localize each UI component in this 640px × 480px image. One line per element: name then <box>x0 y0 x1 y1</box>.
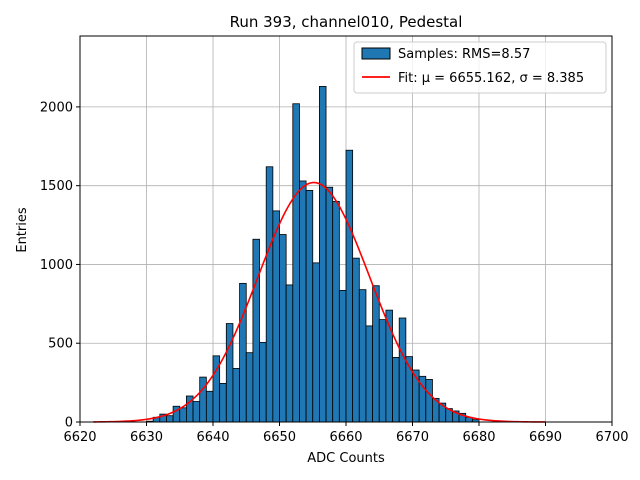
x-tick-label: 6660 <box>329 430 362 445</box>
legend-fit-label: Fit: μ = 6655.162, σ = 8.385 <box>398 71 584 86</box>
y-axis-label: Entries <box>15 207 30 253</box>
y-tick-label: 1000 <box>40 258 73 273</box>
histogram-bar <box>352 257 360 423</box>
histogram-bar <box>305 189 314 423</box>
histogram-bar <box>398 317 407 423</box>
axes: 6620 6630 6640 6650 6660 6670 6680 6690 6700 0 500… <box>40 35 629 445</box>
histogram-bars <box>146 86 480 423</box>
legend: Samples: RMS=8.57 Fit: μ = 6655.162, σ =… <box>353 41 607 94</box>
histogram-bar <box>272 210 280 423</box>
histogram-bar <box>252 238 260 423</box>
histogram-bar <box>332 201 340 423</box>
histogram-bar <box>239 282 247 423</box>
x-tick-label: 6700 <box>595 430 628 445</box>
histogram-bar <box>372 285 380 423</box>
x-tick-label: 6630 <box>130 430 163 445</box>
x-tick-label: 6650 <box>263 430 296 445</box>
histogram-bar <box>219 382 227 423</box>
histogram-bar <box>192 401 201 423</box>
y-tick-label: 0 <box>65 416 73 431</box>
histogram-bar <box>279 234 287 423</box>
histogram-bar <box>358 289 367 423</box>
histogram-bar <box>166 415 174 423</box>
x-tick-label: 6670 <box>396 430 429 445</box>
x-tick-label: 6690 <box>529 430 562 445</box>
histogram-bar <box>392 357 400 423</box>
histogram-bar <box>312 262 320 423</box>
legend-samples-label: Samples: RMS=8.57 <box>398 47 530 62</box>
histogram-bar <box>325 186 334 423</box>
y-tick-label: 500 <box>48 337 73 352</box>
histogram-bar <box>285 284 294 423</box>
x-axis-label: ADC Counts <box>307 451 385 466</box>
y-tick-label: 1500 <box>40 179 73 194</box>
histogram-bar <box>425 379 433 423</box>
histogram-bar <box>345 149 354 423</box>
histogram-bar <box>265 166 274 423</box>
x-tick-label: 6680 <box>462 430 495 445</box>
x-tick-label: 6640 <box>196 430 229 445</box>
chart-title: Run 393, channel010, Pedestal <box>230 13 463 31</box>
histogram-bar <box>225 323 234 423</box>
histogram-bar <box>338 290 347 423</box>
histogram-bar <box>205 390 214 423</box>
gaussian-fit-curve <box>93 181 546 423</box>
x-tick-label: 6620 <box>63 430 96 445</box>
histogram-bar <box>179 407 187 423</box>
histogram-bar <box>365 325 374 423</box>
histogram-bar <box>318 86 327 423</box>
y-tick-label: 2000 <box>40 100 73 115</box>
legend-frame <box>353 41 607 94</box>
histogram-bar <box>232 368 240 423</box>
histogram-bar <box>299 180 307 423</box>
histogram-bar <box>245 352 254 423</box>
histogram-bar <box>199 376 207 423</box>
histogram-bar <box>378 319 387 423</box>
histogram-bar <box>259 342 267 423</box>
histogram-bar <box>292 103 300 423</box>
legend-samples-patch <box>361 47 391 60</box>
